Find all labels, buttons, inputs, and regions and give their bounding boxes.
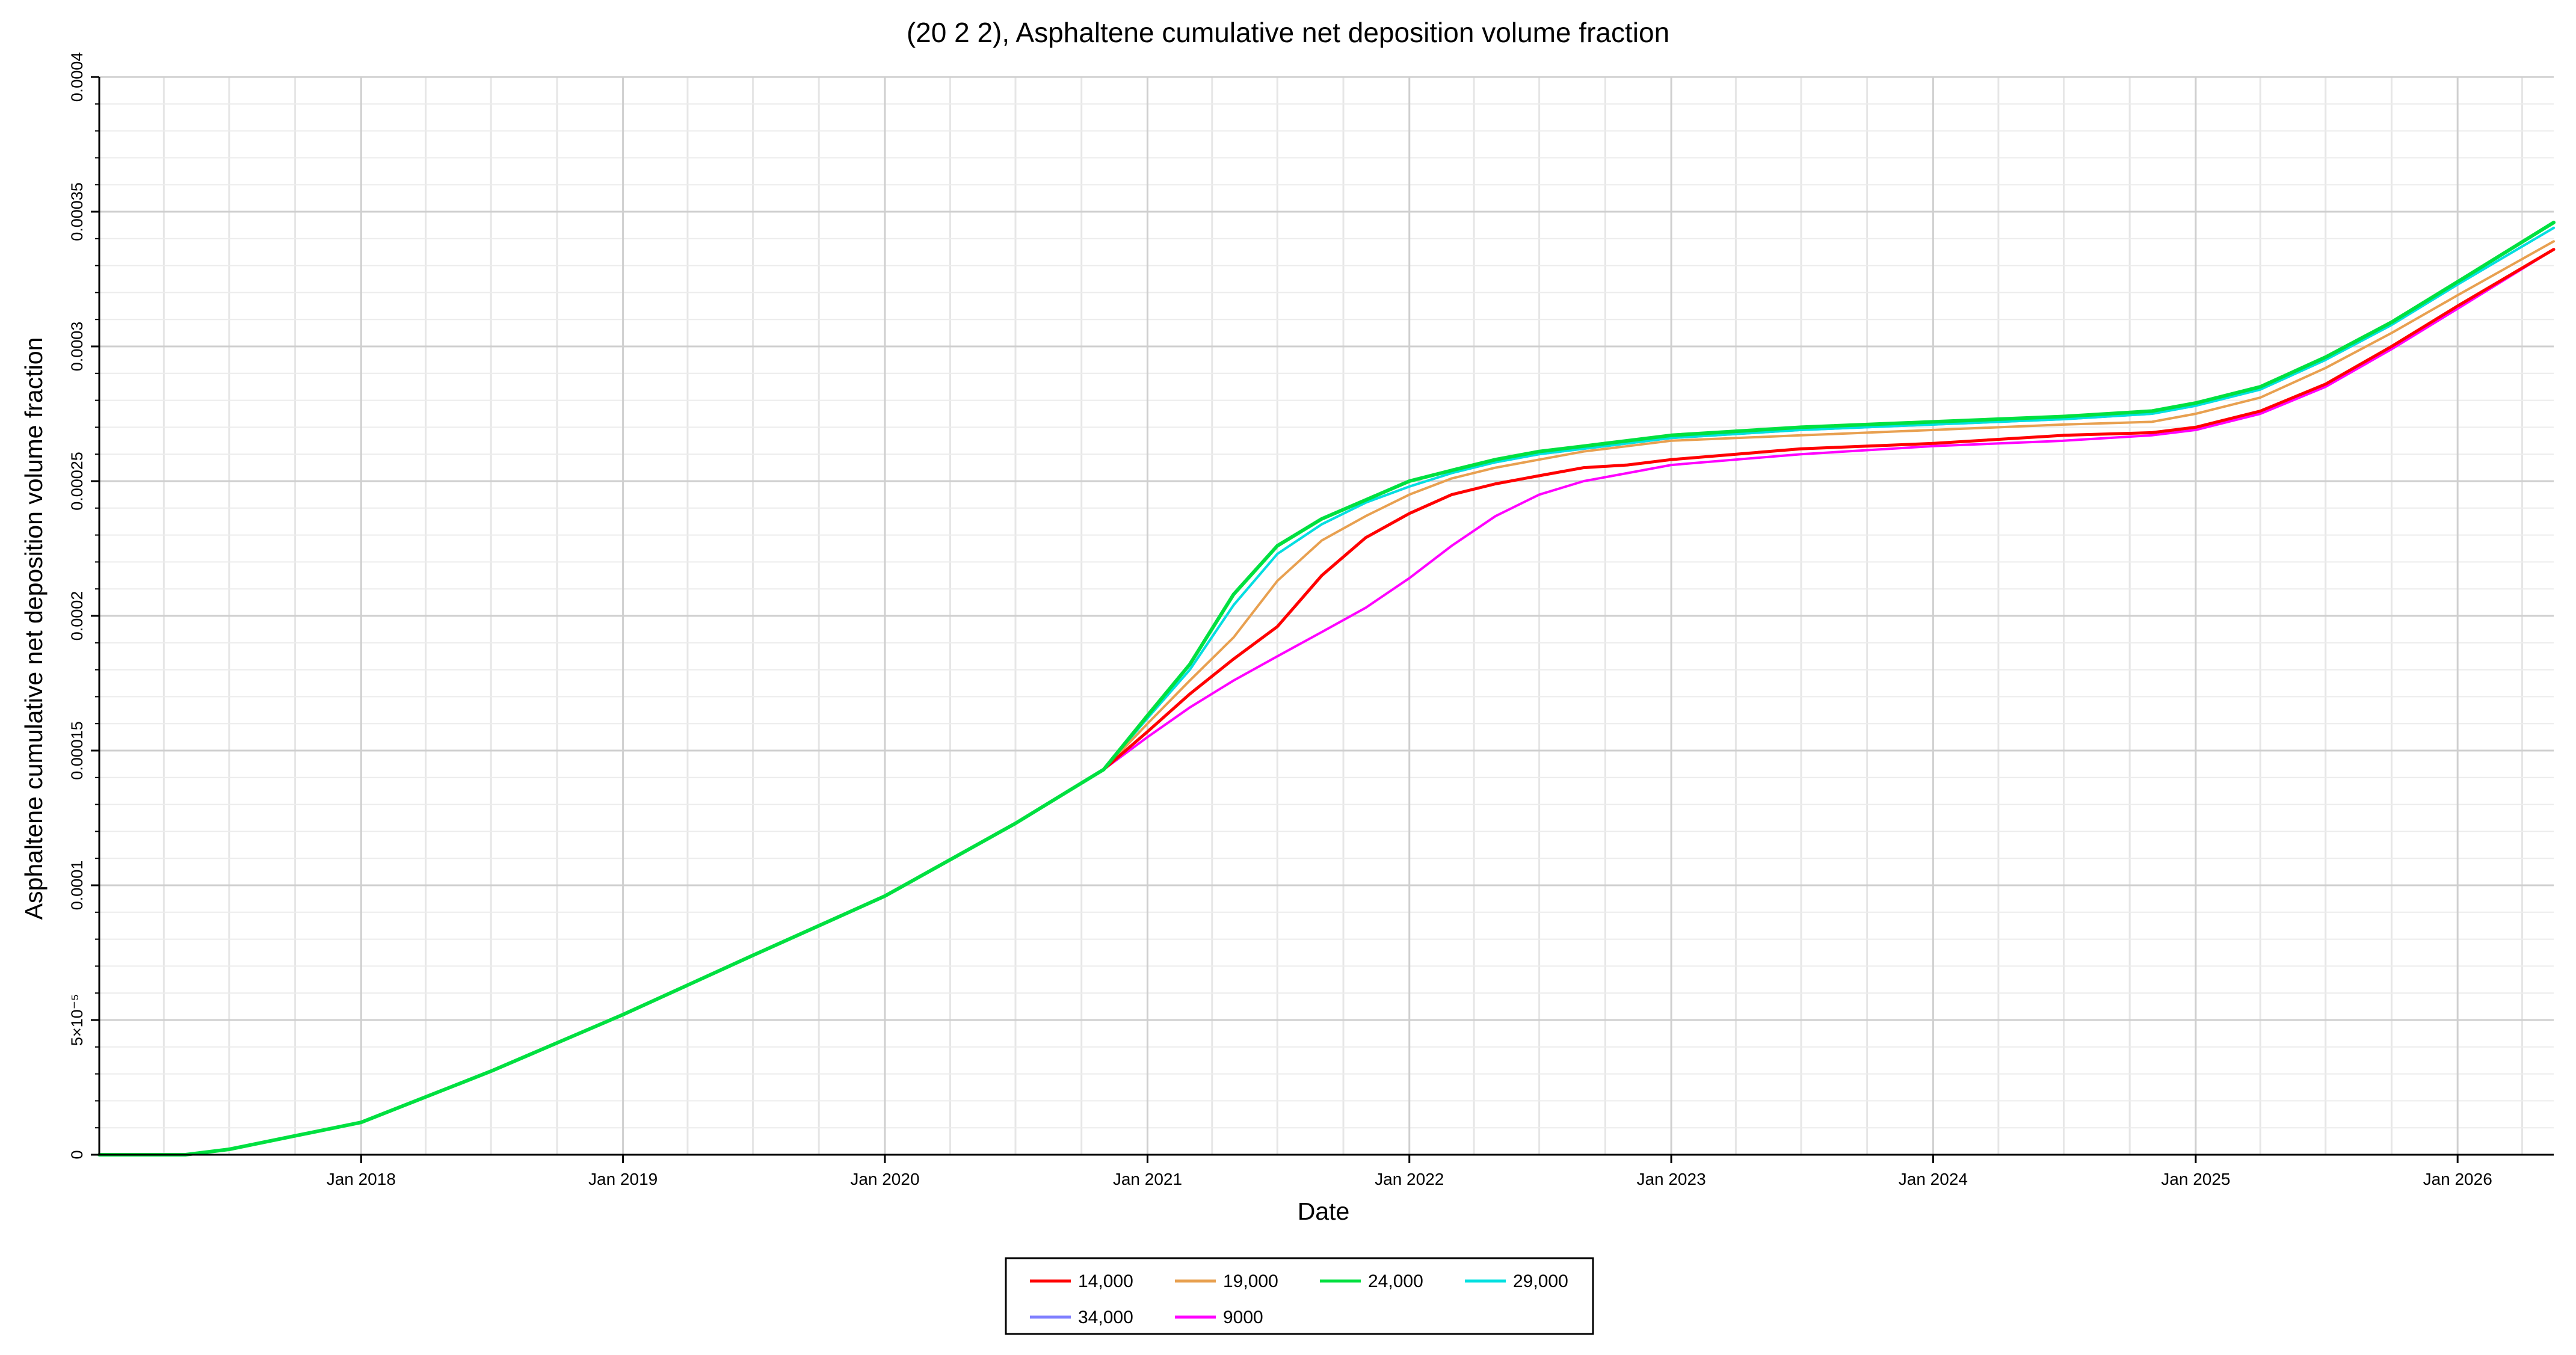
series-line-24000 [97, 220, 2556, 1157]
y-tick-label: 0.0004 [68, 52, 86, 102]
x-tick-label: Jan 2023 [1636, 1170, 1706, 1188]
y-tick-label: 0.00035 [68, 182, 86, 241]
y-tick-label: 0.0001 [68, 861, 86, 911]
x-axis-ticks: Jan 2018 Jan 2019 Jan 2020 Jan 2021 Jan 2022… [327, 1155, 2492, 1188]
x-tick-label: Jan 2021 [1113, 1170, 1182, 1188]
y-tick-label: 0.0002 [68, 591, 86, 641]
y-tick-label: 0 [68, 1150, 86, 1159]
x-tick-label: Jan 2022 [1375, 1170, 1444, 1188]
y-axis-label: Asphaltene cumulative net deposition vol… [20, 337, 48, 920]
x-tick-label: Jan 2020 [850, 1170, 919, 1188]
y-tick-label: 0.00015 [68, 721, 86, 780]
series-lines [97, 220, 2556, 1157]
major-gridlines [99, 76, 2554, 1156]
y-axis-ticks: 0 5×10⁻⁵ 0.0001 0.00015 0.0002 0.00025 0.0003 0… [68, 52, 99, 1160]
legend-label: 9000 [1223, 1307, 1263, 1327]
x-tick-label: Jan 2019 [588, 1170, 658, 1188]
x-tick-label: Jan 2026 [2423, 1170, 2492, 1188]
chart-title: (20 2 2), Asphaltene cumulative net depo… [907, 17, 1669, 48]
legend-label: 24,000 [1368, 1271, 1423, 1291]
y-tick-label: 0.0003 [68, 322, 86, 372]
x-tick-label: Jan 2018 [327, 1170, 396, 1188]
legend: 14,000 19,000 24,000 29,000 34,000 9000 [1005, 1257, 1594, 1335]
legend-label: 14,000 [1078, 1271, 1133, 1291]
y-tick-label: 5×10⁻⁵ [68, 994, 86, 1046]
legend-label: 29,000 [1513, 1271, 1568, 1291]
x-axis-label: Date [1298, 1197, 1350, 1225]
x-tick-label: Jan 2024 [1899, 1170, 1968, 1188]
x-tick-label: Jan 2025 [2161, 1170, 2230, 1188]
legend-box [1005, 1257, 1594, 1335]
legend-label: 19,000 [1223, 1271, 1278, 1291]
y-tick-label: 0.00025 [68, 452, 86, 511]
legend-label: 34,000 [1078, 1307, 1133, 1327]
